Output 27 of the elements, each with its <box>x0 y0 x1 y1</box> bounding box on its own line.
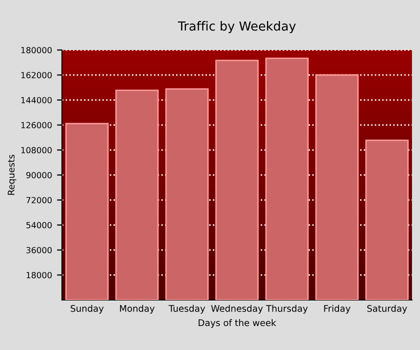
y-axis-title: Requests <box>8 154 16 195</box>
x-tick-label: Sunday <box>70 304 104 314</box>
x-tick-label: Wednesday <box>211 304 263 314</box>
y-tick-label: 90000 <box>26 172 52 178</box>
bar <box>115 90 159 300</box>
bar <box>265 58 309 300</box>
x-tick-label: Saturday <box>367 304 408 314</box>
x-tick-label: Tuesday <box>168 304 206 314</box>
x-tick-label: Thursday <box>266 304 308 314</box>
y-tick-label: 72000 <box>26 196 52 204</box>
y-tick-label: 54000 <box>26 222 52 228</box>
y-tick-label: 108000 <box>21 146 52 154</box>
chart-title: Traffic by Weekday <box>178 21 296 34</box>
y-tick-label: 180000 <box>21 46 52 54</box>
bar <box>65 122 109 300</box>
y-tick-label: 18000 <box>26 272 52 278</box>
bar <box>165 88 209 300</box>
bar <box>315 74 359 300</box>
bar <box>215 60 259 300</box>
y-tick-label: 36000 <box>26 246 52 254</box>
y-tick-label: 126000 <box>21 122 52 128</box>
x-axis-title: Days of the week <box>198 319 276 328</box>
y-tick-label: 162000 <box>21 72 52 78</box>
x-tick-label: Friday <box>324 304 350 314</box>
x-tick-label: Monday <box>120 304 155 314</box>
y-tick-label: 144000 <box>21 96 52 104</box>
bar <box>365 140 409 300</box>
